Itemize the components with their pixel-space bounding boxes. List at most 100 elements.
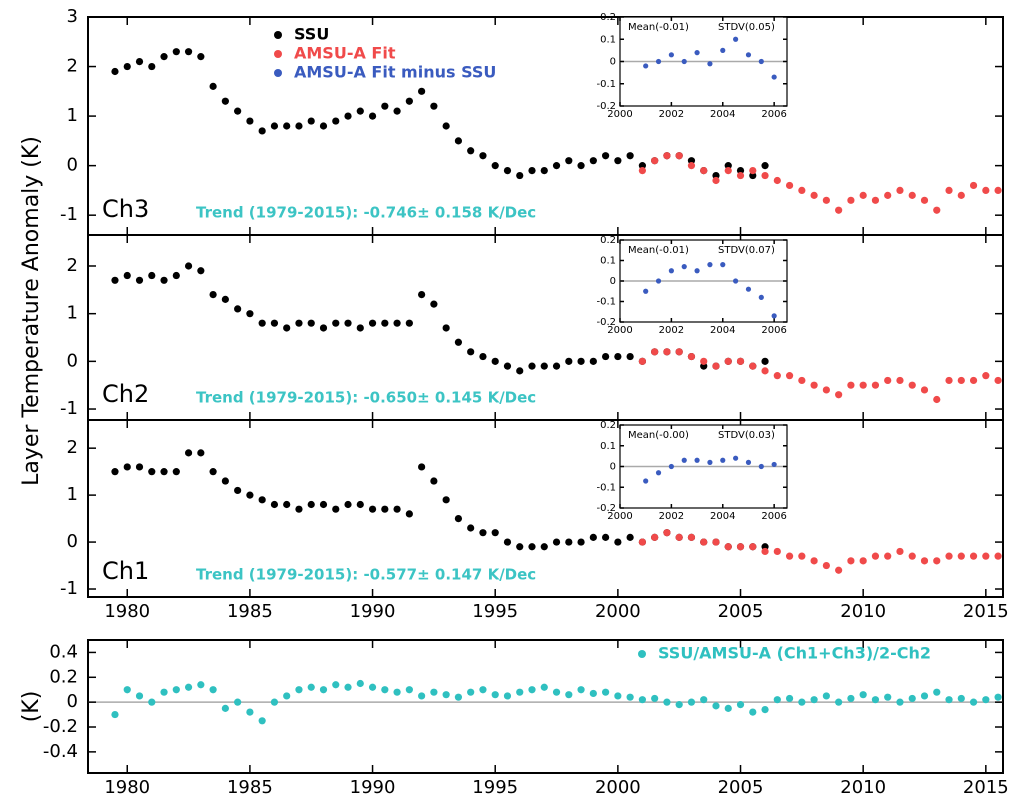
data-point: [994, 552, 1002, 560]
data-point: [785, 694, 794, 703]
data-point: [736, 701, 745, 709]
data-point: [733, 36, 739, 42]
data-point: [822, 561, 830, 570]
inset-annotation: STDV(0.03): [718, 430, 775, 441]
x-tick-label: 1980: [104, 777, 150, 796]
data-point: [209, 291, 217, 299]
data-point: [810, 557, 818, 565]
data-point: [700, 166, 708, 175]
data-point: [540, 683, 548, 691]
data-point: [736, 357, 745, 365]
data-point: [160, 468, 168, 476]
y-tick-label: -0.2: [596, 101, 616, 112]
data-point: [945, 376, 953, 385]
y-tick-label: 0: [67, 350, 78, 371]
data-point: [467, 147, 475, 155]
y-tick-label: 0: [67, 155, 78, 176]
data-point: [859, 381, 867, 389]
data-point: [172, 686, 180, 694]
data-point: [835, 566, 843, 574]
y-tick-label: 0.1: [600, 441, 616, 452]
data-point: [135, 57, 144, 66]
x-tick-label: 2006: [761, 325, 786, 336]
data-point: [969, 376, 978, 385]
data-point: [663, 698, 671, 706]
data-point: [638, 696, 646, 704]
data-point: [810, 191, 818, 199]
x-tick-label: 1990: [350, 601, 396, 622]
y-tick-label: 0.2: [49, 666, 78, 687]
panel-label: Ch1: [102, 557, 149, 585]
data-point: [246, 708, 254, 716]
x-tick-label: 2000: [607, 511, 632, 522]
data-point: [724, 357, 732, 365]
data-point: [307, 683, 315, 691]
data-point: [700, 696, 708, 704]
data-point: [884, 552, 892, 560]
data-point: [920, 196, 929, 204]
data-point: [771, 313, 777, 319]
data-point: [393, 688, 401, 696]
data-point: [319, 686, 328, 694]
y-tick-label: -0.2: [596, 503, 616, 514]
data-point: [871, 552, 880, 560]
y-tick-label: 1: [67, 484, 78, 505]
data-point: [626, 693, 634, 701]
legend-label: SSU/AMSU-A (Ch1+Ch3)/2-Ch2: [658, 644, 931, 663]
data-point: [467, 348, 475, 356]
data-point: [184, 48, 193, 56]
data-point: [675, 348, 683, 356]
data-point: [418, 692, 426, 700]
data-point: [589, 357, 597, 365]
data-point: [724, 162, 732, 170]
data-point: [687, 698, 696, 706]
data-point: [969, 698, 978, 706]
data-point: [761, 367, 769, 375]
data-point: [761, 357, 769, 365]
data-point: [668, 463, 674, 470]
data-point: [982, 186, 990, 195]
data-point: [344, 500, 352, 509]
data-point: [736, 171, 745, 180]
data-point: [933, 206, 941, 214]
data-point: [871, 196, 880, 204]
y-tick-label: -0.2: [43, 716, 78, 737]
data-point: [933, 395, 941, 404]
data-point: [246, 310, 254, 318]
data-point: [111, 710, 119, 719]
data-point: [773, 372, 781, 380]
data-point: [945, 552, 953, 560]
data-point: [638, 162, 646, 170]
data-point: [516, 543, 524, 551]
data-point: [638, 538, 646, 546]
data-point: [418, 87, 426, 95]
data-point: [643, 478, 649, 484]
data-point: [209, 82, 217, 90]
data-point: [758, 58, 764, 65]
data-point: [810, 381, 818, 389]
data-point: [135, 276, 144, 284]
data-point: [516, 367, 524, 375]
data-point: [785, 181, 794, 190]
data-point: [234, 486, 242, 495]
data-point: [442, 122, 450, 130]
data-point: [528, 543, 536, 551]
data-point: [442, 324, 450, 332]
y-tick-label: -0.2: [596, 317, 616, 328]
data-point: [920, 692, 929, 700]
legend-marker: [274, 50, 282, 58]
data-point: [148, 468, 156, 476]
x-tick-label: 2010: [840, 601, 886, 622]
data-point: [957, 552, 965, 560]
x-tick-label: 1985: [227, 777, 273, 796]
y-tick-label: 0: [67, 531, 78, 552]
data-point: [565, 538, 573, 546]
data-point: [528, 686, 536, 694]
plot-frame: [87, 419, 1004, 598]
data-point: [589, 689, 597, 698]
data-point: [234, 107, 242, 115]
data-point: [969, 552, 978, 560]
data-point: [602, 152, 610, 160]
data-point: [771, 461, 777, 468]
data-point: [681, 457, 687, 463]
